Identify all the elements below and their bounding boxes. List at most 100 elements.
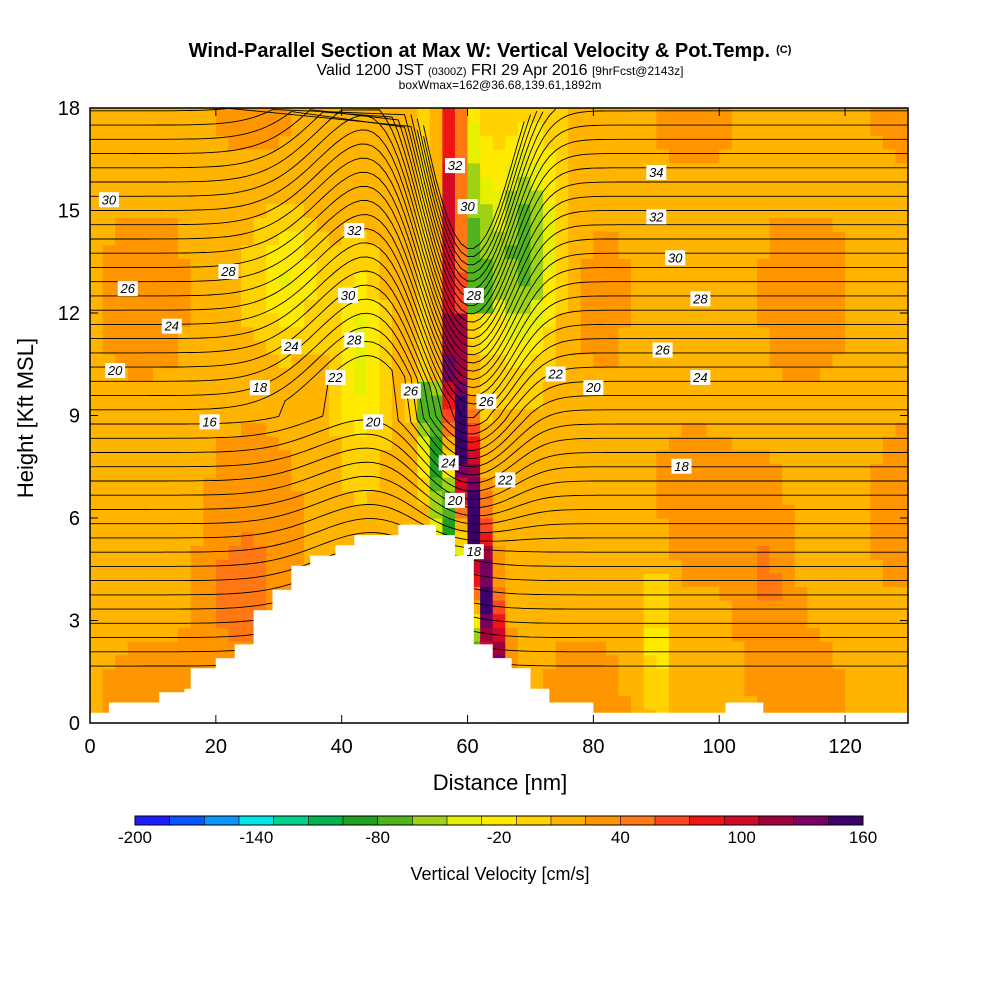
velocity-cell	[832, 586, 846, 601]
velocity-cell	[505, 149, 519, 164]
velocity-cell	[744, 162, 758, 177]
velocity-cell	[605, 518, 620, 533]
velocity-cell	[517, 258, 532, 273]
velocity-cell	[127, 258, 141, 273]
velocity-cell	[870, 299, 884, 314]
velocity-cell	[794, 449, 808, 464]
velocity-cell	[819, 244, 834, 259]
velocity-cell	[152, 176, 167, 191]
velocity-cell	[115, 654, 129, 669]
velocity-cell	[90, 627, 104, 642]
velocity-cell	[354, 272, 368, 287]
velocity-cell	[807, 381, 821, 396]
velocity-cell	[681, 340, 695, 355]
velocity-cell	[480, 463, 494, 478]
velocity-cell	[744, 367, 758, 382]
velocity-cell	[769, 682, 783, 697]
velocity-cell	[555, 340, 569, 355]
velocity-cell	[719, 121, 733, 136]
velocity-cell	[278, 354, 292, 369]
velocity-cell	[681, 641, 695, 656]
velocity-cell	[366, 299, 381, 314]
velocity-cell	[794, 108, 808, 123]
isentrope-line	[416, 111, 538, 266]
velocity-cell	[731, 326, 745, 341]
isentrope-line	[410, 108, 556, 282]
velocity-cell	[303, 149, 318, 164]
velocity-cell	[895, 436, 909, 451]
velocity-cell	[744, 299, 758, 314]
velocity-cell	[215, 449, 230, 464]
velocity-cell	[253, 203, 267, 218]
velocity-cell	[782, 449, 796, 464]
velocity-cell	[807, 162, 821, 177]
velocity-cell	[530, 354, 544, 369]
velocity-cell	[694, 449, 708, 464]
velocity-cell	[782, 682, 796, 697]
velocity-cell	[90, 654, 104, 669]
velocity-cell	[480, 354, 494, 369]
velocity-cell	[807, 682, 821, 697]
velocity-cell	[618, 244, 632, 259]
velocity-cell	[228, 490, 242, 505]
velocity-cell	[568, 326, 582, 341]
velocity-cell	[517, 108, 532, 123]
velocity-cell	[115, 422, 129, 437]
velocity-cell	[178, 203, 192, 218]
velocity-cell	[895, 449, 909, 464]
velocity-cell	[329, 531, 343, 546]
velocity-cell	[782, 572, 796, 587]
velocity-cell	[744, 258, 758, 273]
velocity-cell	[115, 641, 129, 656]
velocity-cell	[241, 176, 255, 191]
velocity-cell	[719, 531, 733, 546]
velocity-cell	[618, 422, 632, 437]
velocity-cell	[165, 176, 179, 191]
velocity-cell	[794, 231, 808, 246]
velocity-cell	[568, 490, 582, 505]
velocity-cell	[605, 162, 620, 177]
velocity-cell	[731, 354, 745, 369]
velocity-cell	[618, 340, 632, 355]
velocity-cell	[190, 504, 204, 519]
isentrope-line	[90, 574, 908, 610]
velocity-cell	[190, 149, 204, 164]
velocity-cell	[228, 436, 242, 451]
velocity-cell	[845, 477, 859, 492]
velocity-cell	[794, 272, 808, 287]
isentrope-line	[90, 228, 908, 405]
y-tick-label: 12	[58, 303, 80, 325]
colorbar-swatch	[516, 816, 552, 825]
velocity-cell	[618, 108, 632, 123]
velocity-cell	[517, 422, 532, 437]
velocity-cell	[782, 518, 796, 533]
velocity-cell	[668, 272, 683, 287]
contour-label-bg	[463, 287, 484, 303]
contour-label-bg	[438, 455, 459, 471]
velocity-cell	[857, 627, 871, 642]
velocity-cell	[291, 272, 305, 287]
velocity-cell	[555, 313, 569, 328]
velocity-cell	[140, 572, 154, 587]
velocity-cell	[203, 272, 217, 287]
isentrope-line	[90, 109, 908, 331]
velocity-cell	[165, 436, 179, 451]
velocity-cell	[555, 600, 569, 615]
velocity-cell	[731, 627, 745, 642]
velocity-cell	[731, 135, 745, 150]
velocity-cell	[631, 149, 645, 164]
velocity-cell	[593, 490, 607, 505]
velocity-cell	[593, 531, 607, 546]
velocity-cell	[605, 531, 620, 546]
velocity-cell	[593, 436, 607, 451]
velocity-cell	[819, 600, 834, 615]
velocity-cell	[807, 422, 821, 437]
velocity-cell	[555, 149, 569, 164]
velocity-cell	[555, 654, 569, 669]
contour-label: 16	[202, 414, 217, 429]
velocity-cell	[706, 354, 720, 369]
velocity-cell	[102, 176, 116, 191]
colorbar-swatch	[447, 816, 483, 825]
contour-label: 24	[692, 370, 707, 385]
velocity-cell	[681, 231, 695, 246]
